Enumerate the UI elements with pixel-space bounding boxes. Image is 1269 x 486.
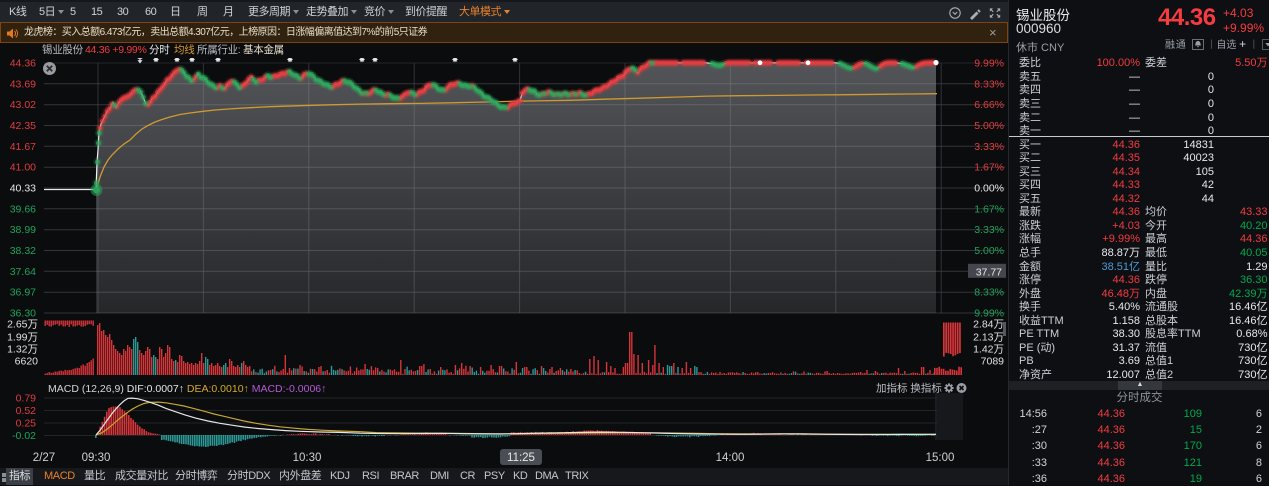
svg-text:1.32万: 1.32万: [7, 344, 38, 356]
svg-text:09:30: 09:30: [82, 452, 111, 464]
svg-text:0.25: 0.25: [16, 418, 37, 430]
svg-text:43.69: 43.69: [10, 78, 36, 90]
svg-text:8.33%: 8.33%: [974, 78, 1004, 90]
svg-text:6.66%: 6.66%: [974, 99, 1004, 111]
svg-text:3.33%: 3.33%: [974, 141, 1004, 153]
svg-text:1.67%: 1.67%: [974, 203, 1004, 215]
svg-text:1.67%: 1.67%: [974, 162, 1004, 174]
svg-text:14:00: 14:00: [716, 452, 745, 464]
svg-text:44.36: 44.36: [10, 58, 36, 70]
svg-text:15:00: 15:00: [926, 452, 955, 464]
svg-text:2.65万: 2.65万: [7, 319, 38, 331]
svg-text:0.79: 0.79: [16, 393, 37, 405]
svg-text:加指标 换指标: 加指标 换指标: [876, 382, 942, 395]
svg-text:36.97: 36.97: [10, 287, 36, 299]
svg-text:2/27: 2/27: [33, 452, 55, 464]
svg-text:3.33%: 3.33%: [974, 224, 1004, 236]
svg-text:41.00: 41.00: [10, 162, 36, 174]
svg-text:MACD (12,26,9) DIF:0.0007↑ DE: MACD (12,26,9) DIF:0.0007↑ DEA:0.0010↑ M…: [48, 383, 326, 395]
svg-text:1.42万: 1.42万: [973, 344, 1004, 356]
svg-text:38.99: 38.99: [10, 224, 36, 236]
svg-text:39.66: 39.66: [10, 203, 36, 215]
svg-text:10:30: 10:30: [293, 452, 322, 464]
svg-text:37.64: 37.64: [10, 266, 36, 278]
svg-text:2.84万: 2.84万: [973, 319, 1004, 331]
svg-text:2.13万: 2.13万: [973, 332, 1004, 344]
svg-text:1.99万: 1.99万: [7, 332, 38, 344]
svg-text:0.00%: 0.00%: [974, 183, 1004, 195]
svg-text:11:25: 11:25: [507, 452, 535, 464]
svg-text:8.33%: 8.33%: [974, 287, 1004, 299]
svg-text:37.77: 37.77: [976, 266, 1002, 278]
svg-text:6620: 6620: [15, 356, 39, 368]
svg-text:9.99%: 9.99%: [974, 58, 1004, 70]
svg-text:40.33: 40.33: [10, 183, 36, 195]
svg-text:41.67: 41.67: [10, 141, 36, 153]
svg-text:43.02: 43.02: [10, 99, 36, 111]
svg-text:0.52: 0.52: [16, 405, 37, 417]
svg-text:42.35: 42.35: [10, 120, 36, 132]
svg-text:38.32: 38.32: [10, 245, 36, 257]
svg-text:7089: 7089: [981, 356, 1005, 368]
svg-text:-0.02: -0.02: [12, 430, 36, 442]
svg-text:5.00%: 5.00%: [974, 245, 1004, 257]
svg-text:5.00%: 5.00%: [974, 120, 1004, 132]
